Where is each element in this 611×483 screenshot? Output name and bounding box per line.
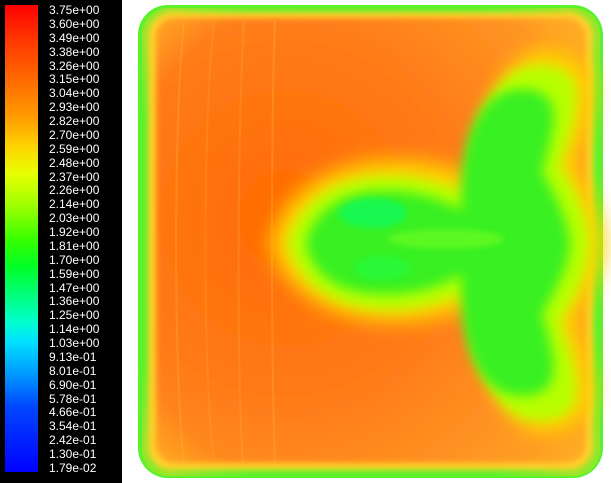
legend-label: 2.70e+00: [49, 127, 100, 142]
legend-label: 2.14e+00: [49, 197, 100, 212]
legend-label: 6.90e-01: [49, 377, 97, 392]
contour-field: [130, 0, 611, 483]
colorbar: [5, 5, 38, 472]
legend-label: 1.25e+00: [49, 308, 100, 323]
legend-label: 3.04e+00: [49, 86, 100, 101]
legend-label: 9.13e-01: [49, 349, 97, 364]
legend-label: 3.26e+00: [49, 58, 100, 73]
legend-label: 2.37e+00: [49, 169, 100, 184]
legend-label: 1.59e+00: [49, 266, 100, 281]
field-striations: [175, 18, 276, 467]
legend-label: 3.60e+00: [49, 16, 100, 31]
legend-label: 2.93e+00: [49, 100, 100, 115]
legend-label: 5.78e-01: [49, 391, 97, 406]
legend-label: 1.79e-02: [49, 460, 97, 475]
contour-plot: [130, 0, 611, 483]
legend-label: 3.38e+00: [49, 44, 100, 59]
legend-label: 2.26e+00: [49, 183, 100, 198]
legend-label: 3.49e+00: [49, 30, 100, 45]
legend-label: 1.03e+00: [49, 336, 100, 350]
legend-label: 3.54e-01: [49, 419, 97, 434]
legend-label: 2.03e+00: [49, 211, 100, 226]
colorbar-labels: 3.75e+00 3.60e+00 3.49e+00 3.38e+00 3.26…: [40, 4, 120, 474]
legend-label: 2.42e-01: [49, 433, 97, 448]
color-legend: 3.75e+00 3.60e+00 3.49e+00 3.38e+00 3.26…: [0, 0, 122, 483]
legend-label: 1.36e+00: [49, 294, 100, 309]
legend-label: 2.59e+00: [49, 141, 100, 156]
legend-label: 4.66e-01: [49, 405, 97, 420]
legend-label: 1.70e+00: [49, 252, 100, 267]
legend-label: 3.15e+00: [49, 72, 100, 87]
legend-label: 3.75e+00: [49, 3, 100, 17]
plume-highlight: [339, 198, 504, 280]
legend-label: 2.82e+00: [49, 114, 100, 128]
legend-label: 1.14e+00: [49, 322, 100, 337]
legend-label: 1.92e+00: [49, 225, 100, 239]
legend-label: 1.81e+00: [49, 238, 100, 253]
legend-label: 2.48e+00: [49, 155, 100, 170]
legend-label: 8.01e-01: [49, 363, 97, 378]
legend-label: 1.30e-01: [49, 447, 97, 461]
legend-label: 1.47e+00: [49, 280, 100, 295]
